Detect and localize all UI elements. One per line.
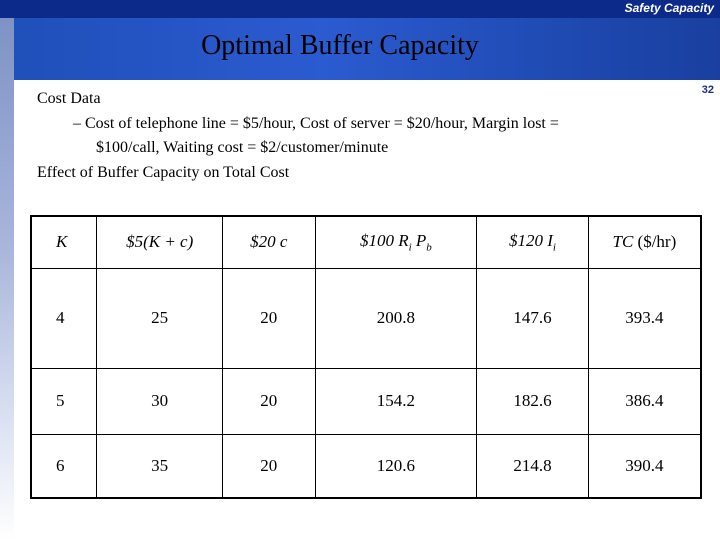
cell-line-cost: 25 xyxy=(96,267,223,369)
header-tc-unit: ($/hr) xyxy=(633,232,677,252)
header-margin-cost: $100 Ri Pb xyxy=(314,215,478,269)
cell-k: 5 xyxy=(30,367,98,435)
cell-line-cost: 30 xyxy=(96,367,223,435)
cell-margin-cost: 120.6 xyxy=(314,433,478,499)
cell-wait-cost: 214.8 xyxy=(476,433,589,499)
header-line-cost: $5(K + c) xyxy=(96,215,223,269)
bullet-cost-detail-1: – Cost of telephone line = $5/hour, Cost… xyxy=(73,115,559,132)
header-k: K xyxy=(30,215,98,269)
title-band xyxy=(0,18,720,80)
cell-server-cost: 20 xyxy=(221,267,316,369)
cell-wait-cost: 182.6 xyxy=(476,367,589,435)
left-gradient-strip xyxy=(0,18,14,540)
cell-total-cost: 390.4 xyxy=(587,433,702,499)
page-number: 32 xyxy=(701,84,714,96)
bullet-cost-detail-2: $100/call, Waiting cost = $2/customer/mi… xyxy=(96,139,389,156)
cell-k: 4 xyxy=(30,267,98,369)
cell-total-cost: 393.4 xyxy=(587,267,702,369)
table-row: 6 35 20 120.6 214.8 390.4 xyxy=(30,433,702,499)
top-bar xyxy=(0,0,720,18)
bullet-effect: Effect of Buffer Capacity on Total Cost xyxy=(37,164,290,181)
cost-table: K $5(K + c) $20 c $100 Ri Pb $120 Ii TC … xyxy=(30,215,702,499)
header-margin-prefix: $100 R xyxy=(359,231,409,251)
section-label: Safety Capacity xyxy=(624,1,714,15)
cell-k: 6 xyxy=(30,433,98,499)
cell-server-cost: 20 xyxy=(221,367,316,435)
header-total-cost: TC ($/hr) xyxy=(587,215,702,269)
table-row: 4 25 20 200.8 147.6 393.4 xyxy=(30,267,702,369)
table-header-row: K $5(K + c) $20 c $100 Ri Pb $120 Ii TC … xyxy=(30,215,702,269)
header-margin-sub-b: b xyxy=(426,241,432,254)
header-wait-sub-i: i xyxy=(552,241,556,254)
cell-margin-cost: 200.8 xyxy=(314,267,478,369)
table-row: 5 30 20 154.2 182.6 386.4 xyxy=(30,367,702,435)
cell-server-cost: 20 xyxy=(221,433,316,499)
header-margin-mid: P xyxy=(411,231,427,251)
cell-margin-cost: 154.2 xyxy=(314,367,478,435)
cell-total-cost: 386.4 xyxy=(587,367,702,435)
header-server-cost: $20 c xyxy=(221,215,316,269)
header-wait-prefix: $120 I xyxy=(508,231,553,251)
cell-line-cost: 35 xyxy=(96,433,223,499)
header-wait-cost: $120 Ii xyxy=(476,215,589,269)
cell-wait-cost: 147.6 xyxy=(476,267,589,369)
bullet-cost-data: Cost Data xyxy=(37,90,101,107)
header-margin-sub-i: i xyxy=(408,241,412,254)
slide-title: Optimal Buffer Capacity xyxy=(201,30,479,61)
header-tc-main: TC xyxy=(612,232,634,252)
